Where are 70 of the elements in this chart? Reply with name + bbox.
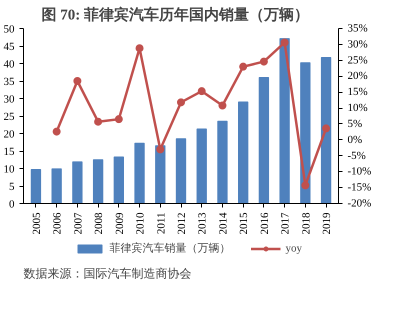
- bar: [217, 120, 228, 204]
- y2-tick-label: 35%: [348, 22, 368, 34]
- bar: [30, 169, 42, 204]
- y2-tick-label: 25%: [348, 54, 368, 66]
- y-tick-label: 35: [4, 76, 15, 88]
- bar: [279, 38, 290, 204]
- y-tick-label: 5: [9, 181, 15, 193]
- point: [218, 102, 226, 110]
- y-tick-label: 0: [9, 198, 15, 210]
- bar: [92, 159, 104, 204]
- y-tick-label: 30: [4, 94, 15, 106]
- point: [239, 62, 248, 71]
- chart-title: 图 70: 菲律宾汽车历年国内销量（万辆）: [42, 6, 309, 24]
- y2-tick-label: 30%: [348, 38, 368, 50]
- y-tick-label: 50: [4, 24, 15, 36]
- source-note: 数据来源：国际汽车制造商协会: [24, 266, 192, 280]
- point: [156, 145, 164, 154]
- y2-tick-label: -15%: [348, 182, 372, 194]
- y-tick-label: 45: [4, 41, 15, 53]
- bar: [72, 161, 83, 204]
- bar: [320, 57, 332, 204]
- y2-tick-label: -5%: [348, 150, 366, 162]
- x-tick-label: 2014: [217, 212, 230, 234]
- bar: [176, 138, 186, 204]
- x-tick-label: 2007: [72, 212, 84, 234]
- x-tick-label: 2018: [300, 212, 312, 234]
- y2-tick-label: -20%: [348, 198, 372, 210]
- point: [136, 44, 144, 52]
- bar: [238, 102, 248, 204]
- x-tick-label: 2006: [52, 212, 64, 234]
- bar: [114, 156, 124, 204]
- legend-label: 菲律宾汽车销量（万辆）: [110, 241, 230, 256]
- y2-tick-label: 0%: [348, 134, 362, 146]
- bar: [134, 142, 145, 204]
- point: [322, 124, 330, 132]
- point: [114, 115, 123, 124]
- y2-tick-label: 15%: [348, 86, 368, 98]
- x-tick-label: 2008: [93, 212, 106, 234]
- x-tick-label: 2015: [238, 212, 250, 234]
- x-tick-label: 2012: [176, 212, 188, 234]
- bar: [258, 77, 270, 204]
- bar: [51, 168, 62, 204]
- y2-tick-label: -10%: [348, 166, 372, 178]
- x-tick-label: 2019: [321, 212, 334, 234]
- y-tick-label: 25: [4, 111, 15, 123]
- x-tick-label: 2017: [280, 212, 292, 234]
- x-tick-label: 2016: [258, 212, 271, 234]
- legend-label: yoy: [286, 242, 303, 254]
- point: [177, 98, 185, 106]
- y2-tick-label: 10%: [348, 102, 368, 114]
- point: [198, 87, 206, 96]
- x-tick-label: 2011: [155, 212, 168, 234]
- y-tick-label: 40: [4, 58, 15, 70]
- y-tick-label: 15: [4, 146, 15, 158]
- point: [301, 181, 310, 190]
- point: [94, 118, 102, 126]
- bar: [155, 145, 166, 204]
- point: [260, 58, 268, 66]
- point: [280, 38, 289, 46]
- x-tick-label: 2005: [30, 212, 43, 234]
- y-tick-label: 20: [4, 128, 15, 140]
- x-tick-label: 2010: [134, 212, 147, 234]
- bar: [196, 128, 207, 204]
- point: [52, 128, 61, 136]
- x-tick-label: 2009: [114, 212, 126, 234]
- y2-tick-label: 20%: [348, 70, 368, 82]
- y-tick-label: 10: [4, 164, 15, 176]
- x-tick-label: 2013: [196, 212, 209, 234]
- y2-tick-label: 5%: [348, 118, 362, 130]
- point: [73, 77, 82, 85]
